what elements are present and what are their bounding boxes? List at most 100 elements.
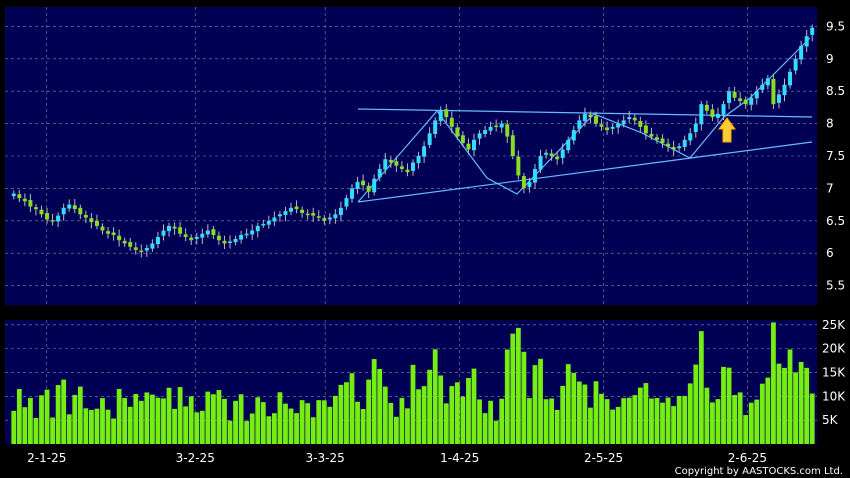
volume-bar	[11, 410, 17, 444]
volume-tick-label: 10K	[822, 389, 846, 403]
candle-body	[677, 146, 682, 149]
candle-body	[599, 124, 604, 127]
candle-body	[239, 235, 244, 240]
candle-body	[593, 115, 598, 124]
candle-body	[117, 235, 122, 241]
candle-body	[460, 135, 465, 144]
volume-bar	[438, 375, 444, 444]
candle-body	[588, 114, 593, 118]
candle-body	[372, 178, 377, 193]
date-tick-label: 2-1-25	[27, 451, 66, 465]
volume-bar	[227, 420, 233, 444]
candle-body	[211, 229, 216, 236]
volume-bar	[393, 416, 399, 444]
volume-bar	[39, 395, 44, 444]
volume-bar	[510, 333, 516, 444]
volume-bar	[127, 406, 133, 444]
volume-bar	[560, 385, 566, 444]
volume-tick-label: 5K	[822, 413, 839, 427]
volume-bar	[238, 394, 244, 444]
volume-bar	[604, 399, 610, 444]
candle-body	[394, 161, 399, 166]
volume-bar	[416, 389, 421, 444]
candle-body	[738, 98, 743, 101]
volume-bar	[111, 418, 116, 444]
candle-body	[205, 230, 210, 235]
volume-bar	[266, 416, 272, 444]
volume-bar	[637, 387, 643, 444]
volume-bar	[721, 366, 726, 444]
candle-body	[605, 127, 610, 131]
volume-bar	[283, 403, 288, 444]
volume-bar	[366, 379, 372, 444]
candle-body	[521, 176, 526, 189]
volume-bar	[271, 413, 277, 444]
volume-bar	[671, 406, 677, 444]
volume-bar	[305, 403, 311, 444]
volume-bar	[499, 398, 505, 444]
candle-body	[466, 143, 471, 150]
candle-body	[405, 169, 410, 173]
volume-bar	[399, 397, 405, 444]
candle-body	[78, 207, 83, 215]
candle-body	[488, 126, 493, 131]
volume-bar	[809, 393, 815, 444]
volume-bar	[754, 399, 760, 444]
candle-body	[383, 159, 388, 170]
candle-body	[139, 250, 144, 253]
candle-body	[649, 133, 654, 137]
volume-bar	[654, 398, 660, 444]
volume-bar	[643, 383, 649, 444]
candle-body	[28, 200, 33, 207]
volume-bar	[565, 364, 571, 444]
candle-body	[693, 123, 698, 133]
candle-body	[660, 138, 665, 144]
volume-bar	[371, 359, 377, 444]
volume-bar	[33, 417, 39, 444]
candle-body	[671, 146, 676, 150]
candle-body	[438, 110, 443, 122]
volume-bar	[554, 409, 560, 444]
candle-body	[510, 135, 515, 156]
volume-bar	[332, 395, 338, 444]
candle-body	[788, 71, 793, 86]
candle-body	[316, 216, 321, 218]
volume-bar	[410, 364, 416, 444]
volume-bar	[405, 408, 410, 444]
candle-body	[333, 214, 338, 219]
volume-bar	[255, 397, 261, 444]
candle-body	[399, 166, 404, 169]
candle-body	[216, 235, 221, 241]
volume-bar	[344, 382, 349, 444]
candle-body	[133, 247, 138, 250]
volume-bar	[327, 406, 333, 444]
volume-bar	[759, 383, 765, 444]
candle-body	[228, 241, 233, 244]
candle-body	[765, 78, 770, 86]
volume-bar	[449, 386, 455, 444]
candle-body	[67, 204, 72, 209]
volume-bar	[632, 395, 638, 444]
candle-body	[266, 220, 271, 225]
volume-bar	[249, 413, 255, 444]
volume-bar	[771, 322, 776, 444]
copyright-text: Copyright by AASTOCKS.com Ltd.	[675, 466, 843, 477]
date-tick-label: 2-5-25	[584, 451, 623, 465]
volume-bar	[61, 379, 67, 444]
date-tick-label: 2-6-25	[728, 451, 767, 465]
candle-body	[433, 120, 438, 134]
candle-body	[654, 137, 659, 140]
volume-bar	[199, 410, 205, 444]
volume-bar	[122, 398, 128, 444]
candle-body	[754, 91, 759, 99]
candle-body	[799, 45, 804, 60]
volume-bar	[216, 390, 222, 444]
price-tick-label: 6	[826, 246, 834, 260]
volume-bar	[100, 398, 105, 444]
price-tick-label: 9.5	[826, 19, 845, 33]
candle-body	[294, 206, 299, 210]
volume-bar	[737, 392, 743, 444]
candle-body	[688, 133, 693, 141]
candle-body	[111, 232, 116, 236]
volume-bar	[233, 400, 238, 444]
